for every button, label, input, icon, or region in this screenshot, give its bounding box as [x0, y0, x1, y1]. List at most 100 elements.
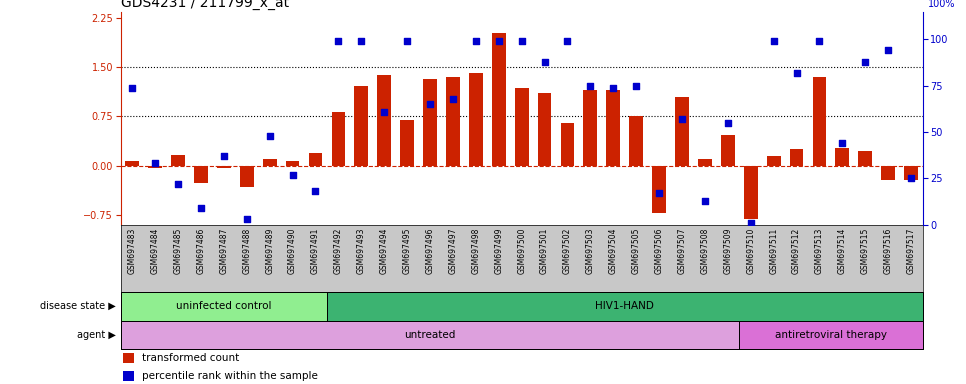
Bar: [812, 77, 826, 166]
Text: GSM697515: GSM697515: [861, 227, 869, 274]
Bar: [904, 166, 918, 180]
Point: [789, 70, 805, 76]
Text: GSM697513: GSM697513: [815, 227, 824, 274]
FancyBboxPatch shape: [327, 292, 923, 321]
Bar: [607, 90, 620, 166]
Bar: [469, 73, 483, 166]
Text: GSM697486: GSM697486: [196, 227, 206, 274]
Bar: [721, 135, 735, 166]
Text: GSM697496: GSM697496: [425, 227, 435, 274]
Text: GSM697488: GSM697488: [242, 227, 251, 273]
Bar: [194, 166, 208, 183]
Point: [148, 161, 163, 167]
Point: [193, 205, 209, 211]
Text: GSM697493: GSM697493: [356, 227, 366, 274]
Point: [697, 197, 713, 204]
Text: GSM697491: GSM697491: [311, 227, 320, 274]
Bar: [171, 155, 185, 166]
Bar: [744, 166, 757, 219]
Point: [262, 132, 277, 139]
Text: antiretroviral therapy: antiretroviral therapy: [775, 330, 887, 340]
Point: [811, 38, 827, 44]
Text: GSM697500: GSM697500: [517, 227, 526, 274]
Point: [629, 83, 644, 89]
Text: GSM697492: GSM697492: [334, 227, 343, 274]
Point: [469, 38, 484, 44]
Text: GSM697484: GSM697484: [151, 227, 159, 274]
Bar: [308, 152, 323, 166]
Text: 100%: 100%: [928, 0, 955, 9]
FancyBboxPatch shape: [121, 321, 739, 349]
Text: GSM697499: GSM697499: [495, 227, 503, 274]
Point: [308, 188, 324, 194]
FancyBboxPatch shape: [739, 321, 923, 349]
Bar: [675, 98, 689, 166]
Point: [559, 38, 575, 44]
Point: [170, 181, 185, 187]
Point: [858, 58, 873, 65]
Bar: [652, 166, 666, 213]
Bar: [698, 159, 712, 166]
Point: [903, 175, 919, 181]
Point: [239, 216, 254, 222]
Text: agent ▶: agent ▶: [77, 330, 116, 340]
Text: GSM697495: GSM697495: [403, 227, 412, 274]
Bar: [881, 166, 895, 180]
Point: [285, 172, 300, 178]
Text: GSM697516: GSM697516: [884, 227, 893, 274]
Text: GSM697514: GSM697514: [838, 227, 847, 274]
Text: GSM697501: GSM697501: [540, 227, 549, 274]
Point: [651, 190, 667, 196]
Text: percentile rank within the sample: percentile rank within the sample: [142, 371, 318, 381]
Bar: [423, 79, 437, 166]
Bar: [217, 166, 231, 168]
Text: GSM697512: GSM697512: [792, 227, 801, 273]
Text: GSM697504: GSM697504: [609, 227, 618, 274]
Bar: [378, 75, 391, 166]
Point: [743, 220, 758, 226]
Bar: [859, 151, 872, 166]
Point: [445, 96, 461, 102]
FancyBboxPatch shape: [121, 292, 327, 321]
Text: untreated: untreated: [405, 330, 456, 340]
Text: GSM697508: GSM697508: [700, 227, 709, 274]
Text: GSM697483: GSM697483: [128, 227, 137, 274]
Point: [422, 101, 438, 107]
Text: transformed count: transformed count: [142, 353, 240, 363]
Text: uninfected control: uninfected control: [176, 301, 271, 311]
Text: GSM697510: GSM697510: [746, 227, 755, 274]
Bar: [560, 123, 575, 166]
Text: GSM697505: GSM697505: [632, 227, 640, 274]
Point: [377, 109, 392, 115]
Bar: [836, 148, 849, 166]
Bar: [240, 166, 254, 187]
Text: GSM697498: GSM697498: [471, 227, 480, 274]
Text: GDS4231 / 211799_x_at: GDS4231 / 211799_x_at: [121, 0, 289, 10]
Bar: [148, 166, 162, 168]
Text: GSM697490: GSM697490: [288, 227, 298, 274]
Point: [720, 120, 735, 126]
Text: GSM697506: GSM697506: [655, 227, 664, 274]
Bar: [515, 88, 528, 166]
Bar: [263, 159, 276, 166]
Bar: [123, 353, 134, 362]
Bar: [629, 116, 643, 166]
Bar: [355, 86, 368, 166]
Point: [880, 47, 895, 53]
Point: [766, 38, 781, 44]
Point: [399, 38, 414, 44]
Bar: [400, 120, 414, 166]
Point: [537, 58, 553, 65]
Text: GSM697497: GSM697497: [448, 227, 458, 274]
Point: [674, 116, 690, 122]
Point: [125, 84, 140, 91]
Bar: [538, 93, 552, 166]
Text: GSM697487: GSM697487: [219, 227, 228, 274]
Text: GSM697502: GSM697502: [563, 227, 572, 274]
Bar: [123, 371, 134, 381]
Text: GSM697511: GSM697511: [769, 227, 779, 273]
Point: [582, 83, 598, 89]
Point: [491, 38, 506, 44]
Point: [835, 140, 850, 146]
Bar: [583, 90, 597, 166]
